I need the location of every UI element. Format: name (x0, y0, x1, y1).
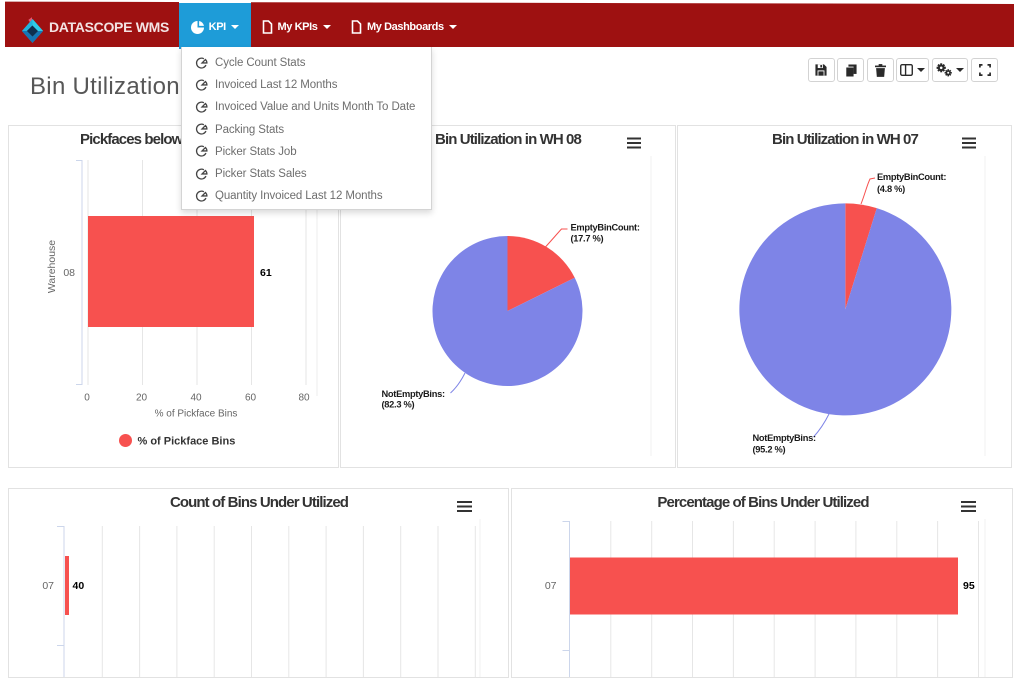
svg-text:07: 07 (545, 580, 557, 592)
svg-text:95: 95 (963, 580, 975, 592)
svg-text:0: 0 (84, 393, 90, 404)
svg-text:40: 40 (190, 393, 202, 404)
svg-text:EmptyBinCount:: EmptyBinCount: (877, 172, 946, 182)
svg-text:Count of Bins Under Utilized: Count of Bins Under Utilized (170, 494, 349, 511)
svg-text:20: 20 (136, 393, 148, 404)
svg-text:80: 80 (298, 393, 310, 404)
svg-text:60: 60 (245, 393, 257, 404)
svg-text:61: 61 (260, 267, 272, 279)
svg-text:(95.2 %): (95.2 %) (753, 444, 786, 454)
svg-text:Warehouse: Warehouse (46, 240, 58, 293)
svg-text:EmptyBinCount:: EmptyBinCount: (571, 223, 640, 233)
svg-text:Percentage of Bins Under Utili: Percentage of Bins Under Utilized (657, 494, 869, 511)
svg-text:08: 08 (63, 267, 75, 279)
svg-text:Bin Utilization in WH 08: Bin Utilization in WH 08 (435, 131, 581, 148)
svg-text:Bin Utilization in WH 07: Bin Utilization in WH 07 (772, 131, 918, 148)
svg-text:NotEmptyBins:: NotEmptyBins: (382, 389, 445, 399)
svg-text:07: 07 (42, 580, 54, 592)
svg-text:(4.8 %): (4.8 %) (877, 184, 905, 194)
svg-text:40: 40 (73, 580, 85, 592)
svg-text:(17.7 %): (17.7 %) (571, 234, 604, 244)
svg-text:% of Pickface Bins: % of Pickface Bins (138, 436, 236, 448)
svg-text:NotEmptyBins:: NotEmptyBins: (753, 433, 816, 443)
svg-text:% of Pickface Bins: % of Pickface Bins (155, 409, 238, 420)
svg-text:(82.3 %): (82.3 %) (382, 400, 415, 410)
